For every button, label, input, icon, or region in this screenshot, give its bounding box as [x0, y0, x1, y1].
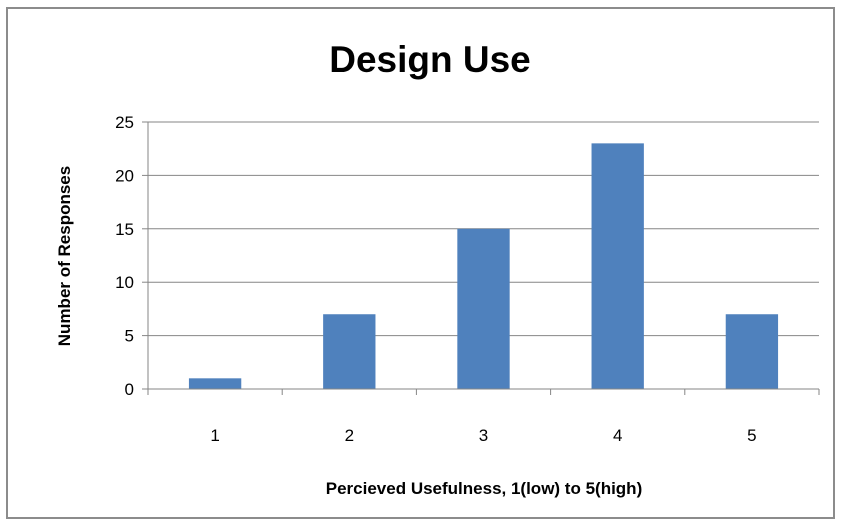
bar-4 — [591, 143, 644, 389]
bar-1 — [188, 378, 242, 389]
y-axis-title: Number of Responses — [55, 166, 74, 346]
bar-2 — [323, 314, 376, 389]
y-tick-label: 15 — [115, 220, 134, 239]
x-tick-labels: 1 2 3 4 5 — [210, 426, 756, 445]
y-tick-label: 25 — [115, 113, 134, 132]
x-tick-label: 3 — [479, 426, 488, 445]
chart-frame — [6, 7, 835, 519]
x-tick-label: 1 — [210, 426, 219, 445]
y-tick-labels: 0 5 10 15 20 25 — [115, 113, 134, 399]
chart-title: Design Use — [329, 39, 531, 80]
y-tick-label: 20 — [115, 166, 134, 185]
x-tick-label: 5 — [747, 426, 756, 445]
x-tick-label: 2 — [345, 426, 354, 445]
x-tick-label: 4 — [613, 426, 622, 445]
y-tick-label: 0 — [125, 380, 134, 399]
bars — [188, 143, 779, 389]
axes — [142, 121, 820, 395]
y-tick-label: 10 — [115, 273, 134, 292]
x-axis-title: Percieved Usefulness, 1(low) to 5(high) — [326, 479, 642, 498]
y-tick-label: 5 — [125, 327, 134, 346]
bar-5 — [725, 314, 779, 389]
bar-3 — [457, 228, 510, 389]
